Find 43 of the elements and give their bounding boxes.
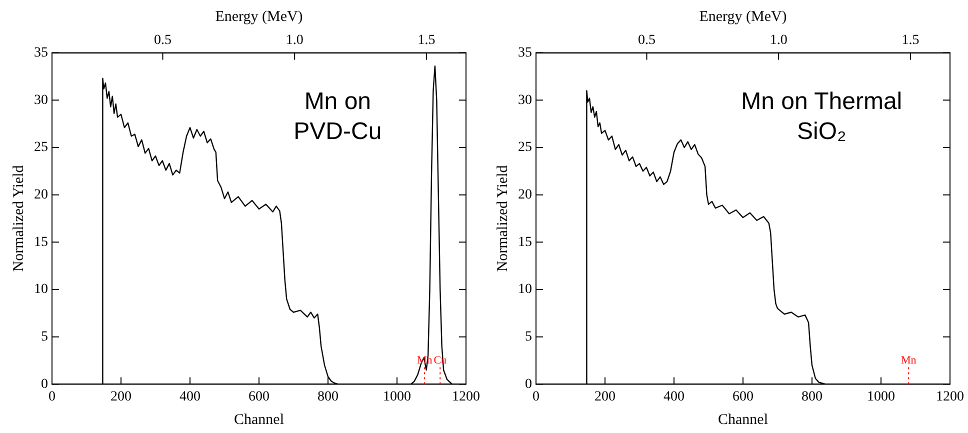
x-tick-label: 400 — [180, 389, 200, 404]
y-tick-label: 20 — [34, 188, 48, 202]
annotation: Mn on PVD-Cu — [294, 88, 382, 146]
x2-tick-label: 1.0 — [286, 33, 304, 48]
y-tick-label: 35 — [34, 45, 48, 60]
x2-tick-label: 0.5 — [638, 33, 656, 48]
x-axis-title: Channel — [234, 412, 284, 428]
y-tick-label: 0 — [41, 376, 48, 392]
x2-tick-label: 1.5 — [902, 33, 920, 48]
x-tick-label: 800 — [802, 389, 822, 404]
y-tick-label: 0 — [525, 376, 532, 392]
x2-tick-label: 1.0 — [770, 33, 788, 48]
ref-line-label: Mn — [900, 354, 917, 367]
y-tick-label: 15 — [34, 234, 48, 250]
x-tick-label: 1000 — [383, 389, 411, 404]
x2-tick-label: 0.5 — [154, 33, 172, 48]
y-tick-label: 5 — [41, 330, 48, 345]
x2-tick-label: 1.5 — [418, 33, 436, 48]
y-tick-label: 10 — [34, 282, 48, 298]
x-tick-label: 200 — [594, 389, 616, 404]
y-axis-title: Normalized Yield — [494, 164, 511, 272]
annotation: Mn on Thermal SiO₂ — [741, 88, 902, 146]
y-tick-label: 25 — [518, 140, 532, 156]
x-tick-label: 200 — [110, 389, 132, 404]
y-tick-label: 25 — [34, 140, 48, 156]
y-tick-label: 35 — [518, 45, 532, 60]
x-axis-title: Channel — [718, 412, 768, 428]
x2-axis-title: Energy (MeV) — [215, 8, 303, 25]
x-tick-label: 1200 — [936, 389, 964, 404]
y-tick-label: 5 — [525, 330, 532, 345]
x-tick-label: 1000 — [867, 389, 895, 404]
y-tick-label: 10 — [518, 282, 532, 298]
x-tick-label: 400 — [664, 389, 684, 404]
y-tick-label: 30 — [34, 92, 48, 108]
x-tick-label: 600 — [248, 389, 270, 404]
y-tick-label: 15 — [518, 234, 532, 250]
y-tick-label: 20 — [518, 188, 532, 202]
y-tick-label: 30 — [518, 92, 532, 108]
x-tick-label: 800 — [318, 389, 338, 404]
y-axis-title: Normalized Yield — [10, 164, 27, 272]
x2-axis-title: Energy (MeV) — [699, 8, 787, 25]
x-tick-label: 1200 — [452, 389, 480, 404]
x-tick-label: 600 — [732, 389, 754, 404]
